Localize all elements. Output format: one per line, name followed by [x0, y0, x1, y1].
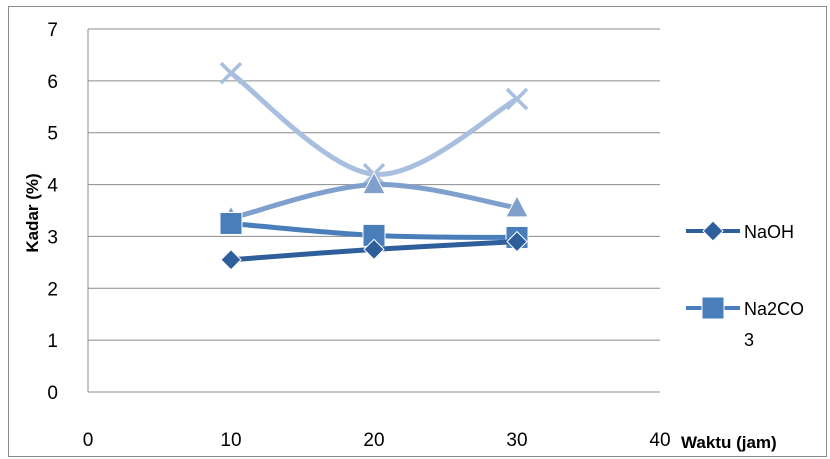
series-0-point [220, 249, 242, 271]
series-3-line [228, 70, 520, 177]
series-2-point [505, 194, 529, 218]
tick-labels: 0 1 2 3 4 5 6 7 0 10 20 30 40 [47, 20, 670, 451]
series-3-point [505, 87, 529, 111]
x-tick-label: 40 [649, 430, 670, 451]
legend: NaOH Na2CO 3 [686, 220, 804, 350]
legend-label: 3 [744, 330, 754, 350]
x-tick-label: 10 [220, 430, 241, 451]
y-axis-title: Kadar (%) [23, 173, 42, 252]
series-0-point [363, 238, 385, 261]
legend-marker [701, 296, 725, 320]
grid-lines [87, 28, 660, 393]
series-1-point [219, 211, 243, 235]
series-0-point [506, 230, 528, 253]
y-tick-label: 2 [47, 279, 58, 300]
y-tick-label: 4 [47, 176, 58, 197]
y-tick-label: 3 [47, 227, 58, 248]
y-tick-label: 0 [47, 383, 58, 404]
series-layer [219, 61, 529, 271]
x-axis-title: Waktu (jam) [681, 433, 777, 452]
series-3-point [219, 61, 243, 85]
y-tick-label: 1 [47, 331, 58, 352]
y-tick-label: 7 [47, 20, 58, 41]
x-tick-label: 30 [506, 430, 527, 451]
legend-label: NaOH [744, 222, 794, 242]
series-2-point [362, 171, 386, 195]
legend-label: Na2CO [744, 299, 804, 319]
y-tick-label: 5 [47, 124, 58, 145]
legend-marker [702, 220, 724, 242]
x-tick-label: 0 [83, 430, 94, 451]
y-tick-label: 6 [47, 72, 58, 93]
x-tick-label: 20 [363, 430, 384, 451]
